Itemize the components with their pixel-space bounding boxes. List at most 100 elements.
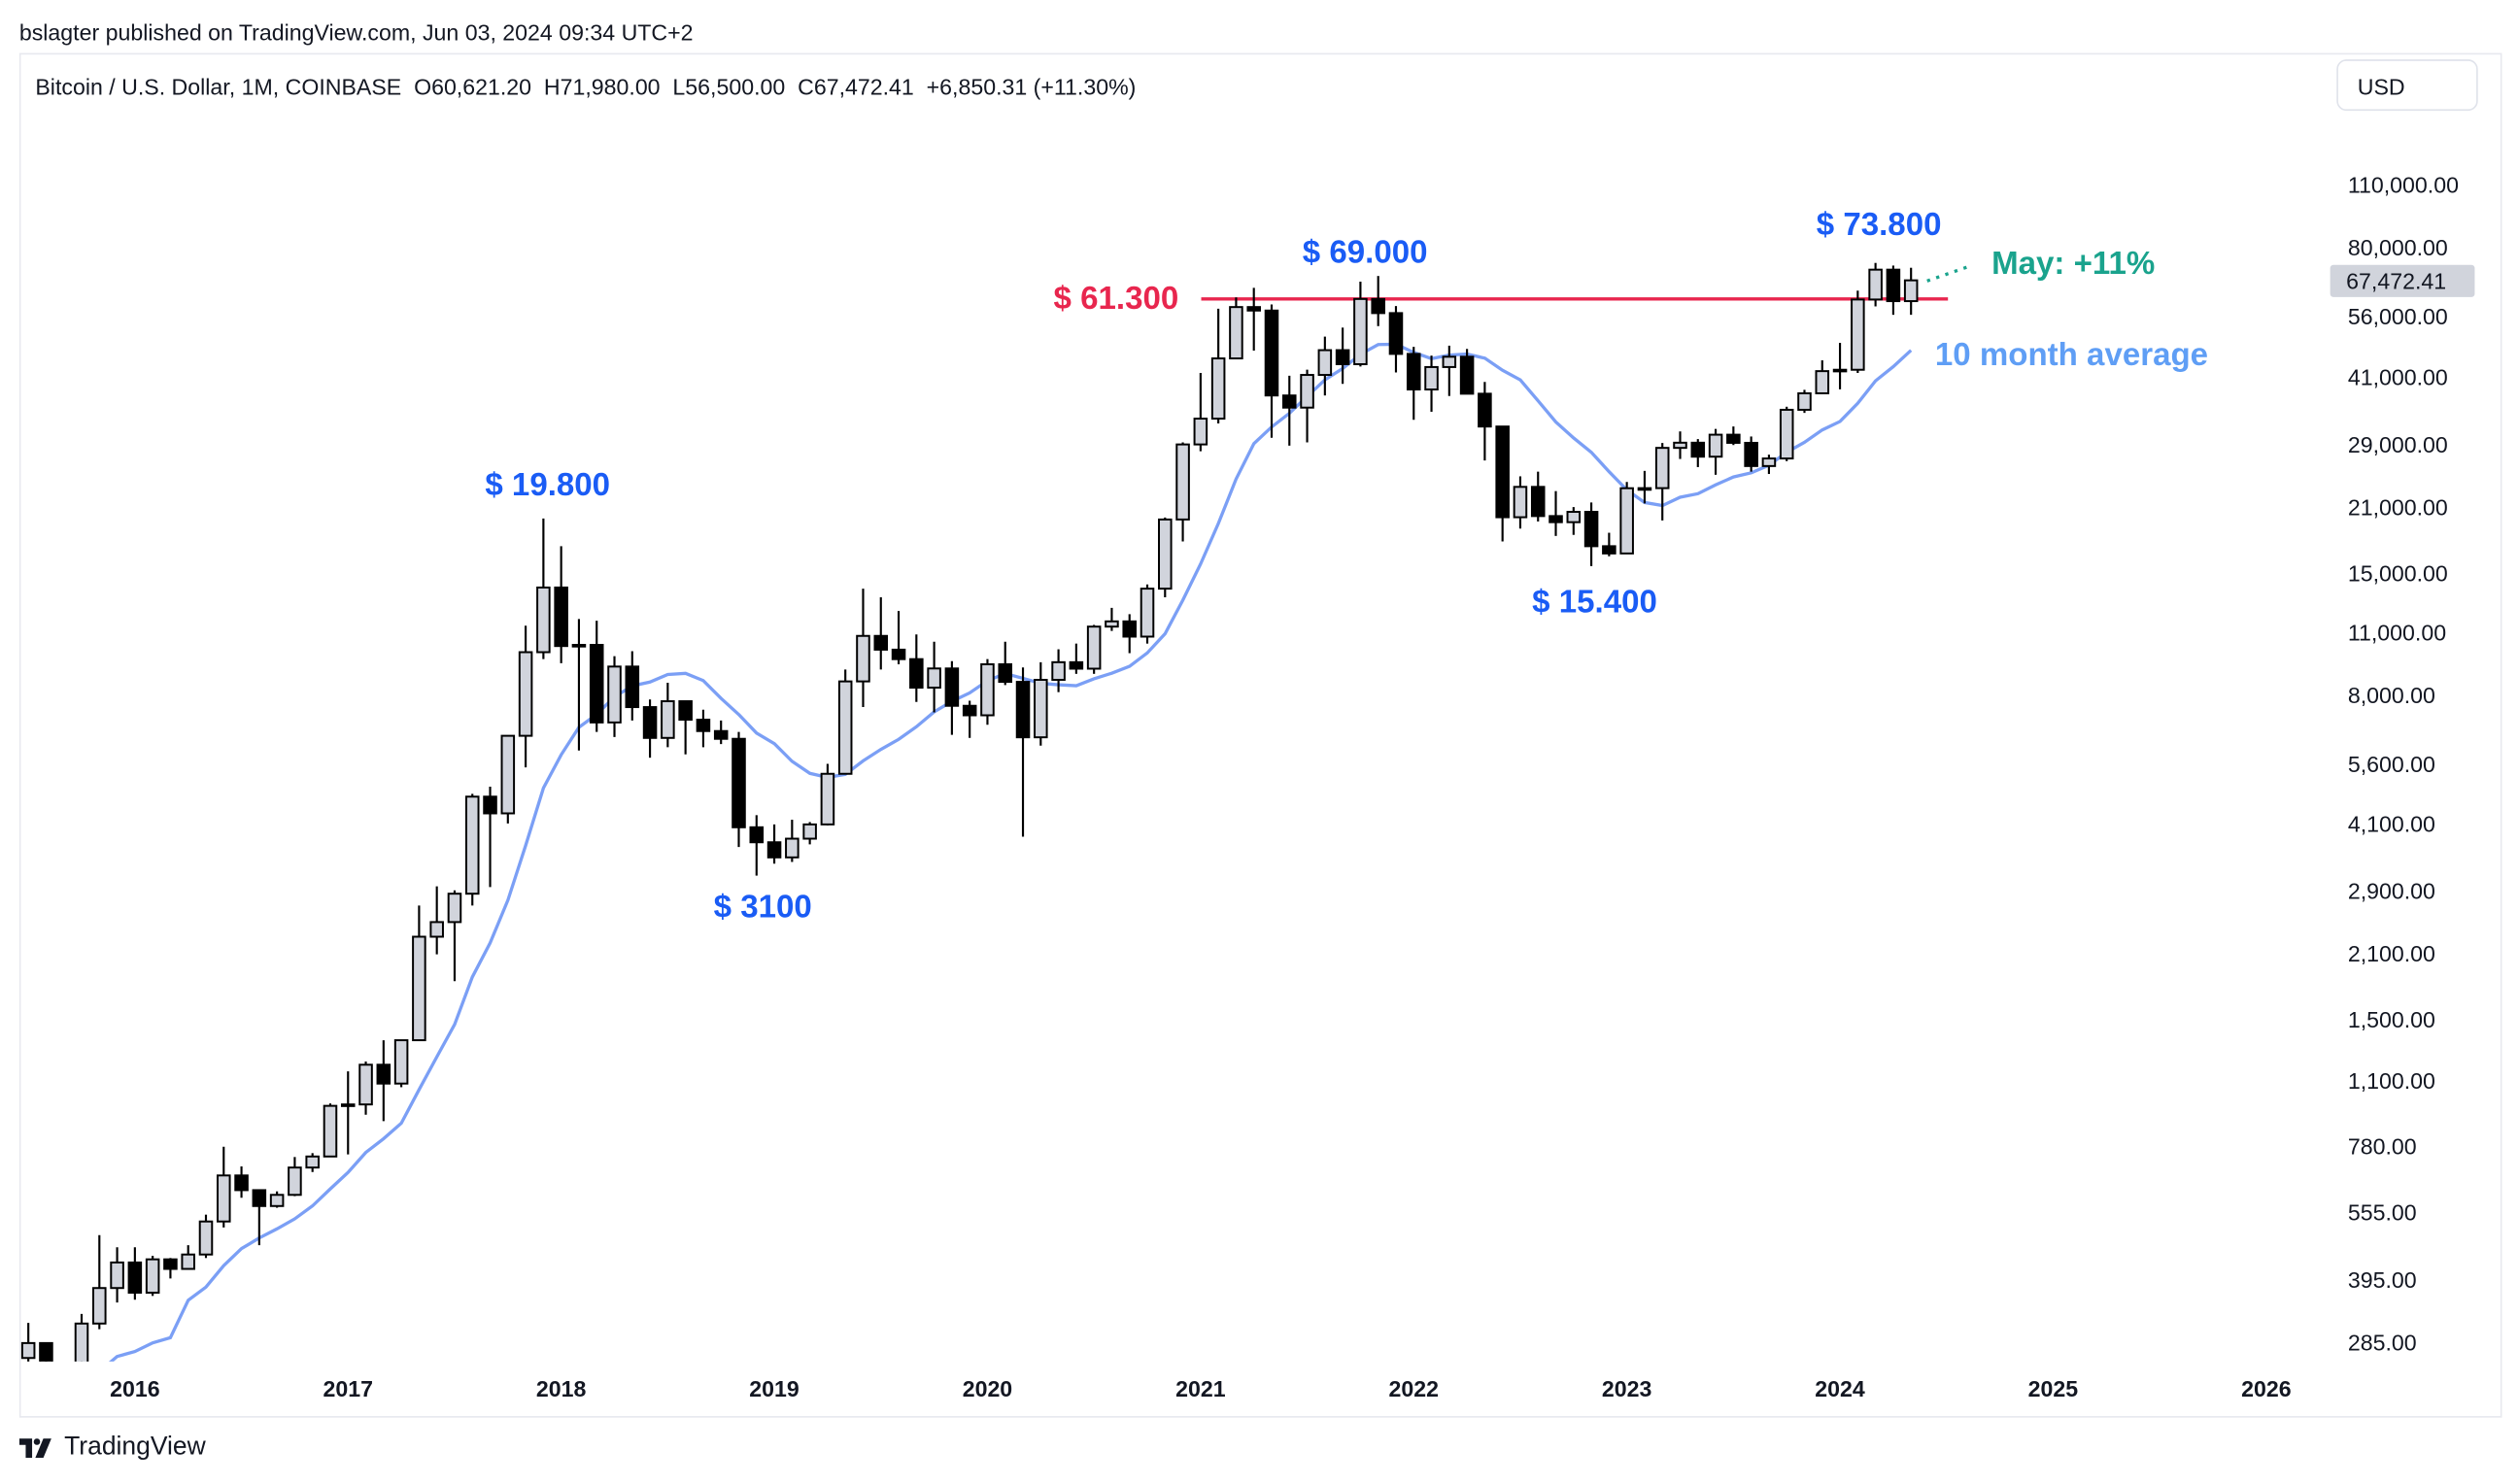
candle-body: [998, 662, 1013, 684]
currency-button[interactable]: USD: [2336, 59, 2478, 112]
candle-body: [1086, 625, 1102, 670]
candle-2023-05: [1690, 439, 1706, 467]
candle-body: [1210, 357, 1226, 421]
y-tick-label: 15,000.00: [2347, 559, 2448, 586]
y-tick-label: 285.00: [2347, 1329, 2417, 1356]
candle-body: [873, 634, 889, 651]
candle-body: [39, 1341, 53, 1362]
candle-2021-06: [1282, 375, 1297, 446]
annotation-ma-label: 10 month average: [1934, 337, 2209, 374]
candle-2023-10: [1779, 406, 1794, 461]
candle-body: [1832, 368, 1848, 373]
candle-2020-03: [1015, 667, 1031, 837]
candle-body: [1140, 588, 1155, 638]
candle-body: [340, 1103, 356, 1107]
candle-2023-09: [1761, 455, 1777, 475]
candle-body: [305, 1155, 320, 1169]
candle-2020-05: [1051, 649, 1066, 692]
candle-2021-05: [1264, 304, 1279, 438]
candle-2017-12: [536, 518, 551, 659]
symbol-legend[interactable]: Bitcoin / U.S. Dollar, 1M, COINBASE O60,…: [35, 74, 1137, 100]
y-tick-label: 395.00: [2347, 1265, 2417, 1293]
candle-2016-01: [127, 1247, 143, 1300]
y-tick-label: 1,500.00: [2347, 1006, 2435, 1033]
candle-body: [1851, 298, 1865, 371]
annotation-may-change: May: +11%: [1991, 246, 2156, 283]
y-tick-label: 80,000.00: [2347, 234, 2448, 260]
candle-2024-05: [1903, 267, 1919, 316]
x-tick-label: 2017: [323, 1375, 374, 1402]
candle-2019-10: [927, 641, 941, 713]
candle-body: [1744, 441, 1758, 467]
candle-2022-04: [1459, 349, 1475, 395]
candle-body: [1193, 418, 1208, 446]
candle-body: [500, 734, 516, 815]
candle-body: [1105, 620, 1119, 628]
candle-body: [678, 700, 693, 721]
candle-body: [1673, 441, 1687, 450]
candle-2016-07: [234, 1166, 249, 1198]
candle-body: [1654, 447, 1670, 489]
candle-2017-01: [340, 1071, 356, 1155]
candle-2019-02: [785, 820, 800, 862]
candle-body: [554, 586, 568, 648]
candle-2015-08: [39, 1341, 53, 1362]
candle-body: [1229, 306, 1243, 360]
candle-body: [607, 665, 622, 724]
candle-body: [944, 667, 960, 707]
plot-area: [20, 262, 1970, 1384]
logo-text: TradingView: [64, 1433, 206, 1462]
candle-2017-06: [429, 886, 444, 955]
candle-body: [891, 648, 906, 660]
y-tick-label: 8,000.00: [2347, 681, 2435, 708]
candle-body: [57, 1379, 70, 1384]
candle-2020-04: [1034, 661, 1048, 746]
candle-body: [1797, 391, 1812, 411]
x-tick-label: 2021: [1175, 1375, 1226, 1402]
candle-body: [412, 935, 426, 1042]
candle-2016-03: [163, 1258, 178, 1279]
candle-2018-09: [696, 709, 711, 748]
candle-body: [1459, 355, 1475, 395]
candle-body: [1069, 660, 1084, 670]
candle-body: [1158, 518, 1173, 590]
annotation-low-2018: $ 3100: [713, 890, 812, 927]
candle-body: [1779, 408, 1794, 460]
candle-2018-10: [713, 720, 729, 745]
candle-body: [92, 1287, 107, 1325]
candle-body: [1868, 268, 1883, 301]
candle-2023-03: [1654, 443, 1670, 521]
candle-2016-09: [269, 1191, 285, 1208]
candle-2021-09: [1335, 327, 1350, 385]
y-tick-label: 4,100.00: [2347, 811, 2435, 838]
candle-2023-08: [1744, 436, 1758, 472]
candle-2017-11: [518, 625, 533, 768]
candle-2020-09: [1122, 614, 1137, 654]
candle-2022-06: [1495, 425, 1510, 542]
candle-2020-01: [980, 658, 995, 725]
candle-body: [323, 1104, 338, 1158]
candle-2020-07: [1086, 624, 1102, 674]
candle-body: [589, 644, 604, 724]
candle-body: [1317, 349, 1333, 377]
candle-2023-11: [1797, 389, 1812, 414]
candle-2019-06: [856, 589, 870, 708]
x-tick-label: 2024: [1815, 1375, 1865, 1402]
candle-2018-02: [571, 619, 587, 751]
candle-2016-12: [323, 1103, 338, 1158]
candle-body: [1708, 433, 1723, 458]
candle-body: [145, 1258, 160, 1295]
candle-2020-10: [1140, 584, 1155, 644]
candle-2024-01: [1832, 343, 1848, 389]
chart-frame[interactable]: [18, 52, 2502, 1418]
candle-2020-08: [1105, 607, 1119, 631]
tradingview-logo[interactable]: TradingView: [18, 1433, 206, 1463]
candle-2020-02: [998, 641, 1013, 686]
candle-2021-03: [1229, 297, 1243, 360]
candle-body: [766, 841, 782, 859]
candle-2016-08: [252, 1189, 267, 1246]
candle-body: [856, 634, 870, 683]
candle-body: [1583, 511, 1599, 548]
candle-body: [980, 662, 995, 717]
